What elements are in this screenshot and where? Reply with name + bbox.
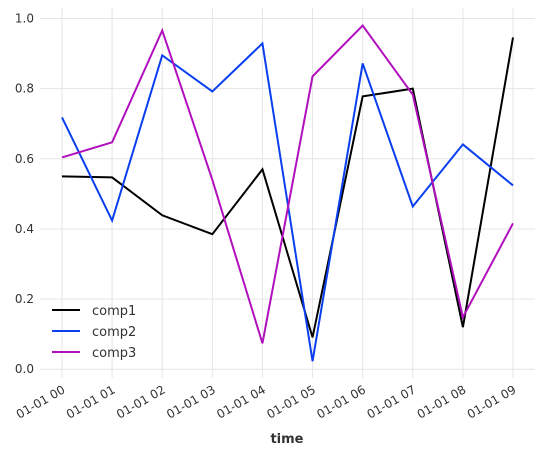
x-tick-label: 01-01 09 [465, 382, 519, 421]
legend-label: comp3 [92, 346, 136, 361]
y-tick-label: 0.8 [15, 82, 34, 96]
line-series [61, 37, 514, 338]
y-tick-label: 0.4 [15, 222, 34, 236]
x-tick-label: 01-01 01 [64, 382, 118, 421]
y-tick-label: 1.0 [15, 12, 34, 26]
x-tick-label: 01-01 04 [214, 382, 268, 421]
x-tick-label: 01-01 03 [164, 382, 218, 421]
y-tick-label: 0.6 [15, 152, 34, 166]
x-tick-label: 01-01 00 [14, 382, 68, 421]
y-tick-label: 0.0 [15, 362, 34, 376]
line-series [61, 41, 514, 362]
x-tick-label: 01-01 02 [114, 382, 168, 421]
x-tick-label: 01-01 07 [365, 382, 419, 421]
line-series [61, 23, 514, 344]
x-tick-label: 01-01 06 [314, 382, 368, 421]
y-tick-label: 0.2 [15, 292, 34, 306]
x-tick-label: 01-01 08 [415, 382, 469, 421]
x-tick-label: 01-01 05 [264, 382, 318, 421]
legend-label: comp1 [92, 304, 136, 319]
x-axis-label: time [270, 432, 303, 447]
legend-label: comp2 [92, 325, 136, 340]
